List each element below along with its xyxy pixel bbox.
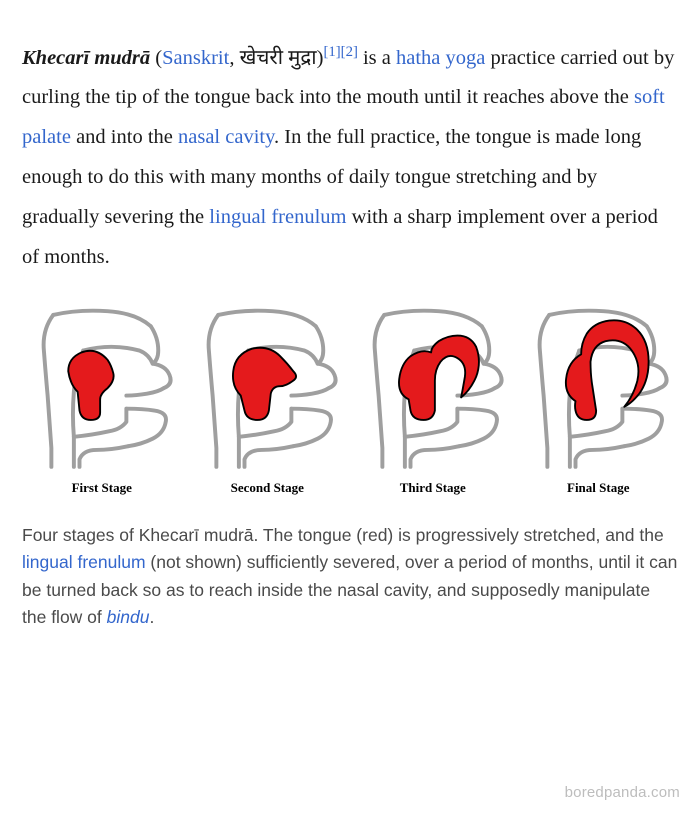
stage-label: Second Stage xyxy=(192,480,342,496)
stage-label: Third Stage xyxy=(358,480,508,496)
stage-label: Final Stage xyxy=(523,480,673,496)
figure: First Stage Second Stage Third Stage Final … xyxy=(22,304,678,496)
diagram-row xyxy=(22,304,678,474)
link-lingual-frenulum[interactable]: lingual frenulum xyxy=(209,206,346,228)
stage-diagram xyxy=(192,304,342,474)
watermark: boredpanda.com xyxy=(565,784,680,801)
reference-1[interactable]: [1] xyxy=(323,44,340,60)
text-seg-3: and into the xyxy=(71,126,178,148)
caption-seg-3: . xyxy=(149,607,154,627)
intro-paragraph: Khecarī mudrā (Sanskrit, खेचरी मुद्रा)[1… xyxy=(22,39,678,279)
reference-2[interactable]: [2] xyxy=(341,44,358,60)
devanagari-text: खेचरी मुद्रा xyxy=(240,47,317,69)
label-row: First Stage Second Stage Third Stage Final … xyxy=(22,480,678,496)
stage-diagram xyxy=(523,304,673,474)
separator: , xyxy=(229,47,239,69)
link-nasal-cavity[interactable]: nasal cavity xyxy=(178,126,274,148)
caption-seg-1: Four stages of Khecarī mudrā. The tongue… xyxy=(22,525,664,545)
stage-diagram xyxy=(27,304,177,474)
text-seg-1: is a xyxy=(358,47,396,69)
link-bindu[interactable]: bindu xyxy=(107,607,150,627)
open-paren: ( xyxy=(150,47,162,69)
link-sanskrit[interactable]: Sanskrit xyxy=(162,47,229,69)
figure-caption: Four stages of Khecarī mudrā. The tongue… xyxy=(22,522,678,631)
link-hatha-yoga[interactable]: hatha yoga xyxy=(396,47,485,69)
stage-label: First Stage xyxy=(27,480,177,496)
link-lingual-frenulum-caption[interactable]: lingual frenulum xyxy=(22,552,146,572)
article-title: Khecarī mudrā xyxy=(22,47,150,69)
stage-diagram xyxy=(358,304,508,474)
article-clip: Khecarī mudrā (Sanskrit, खेचरी मुद्रा)[1… xyxy=(0,0,700,815)
